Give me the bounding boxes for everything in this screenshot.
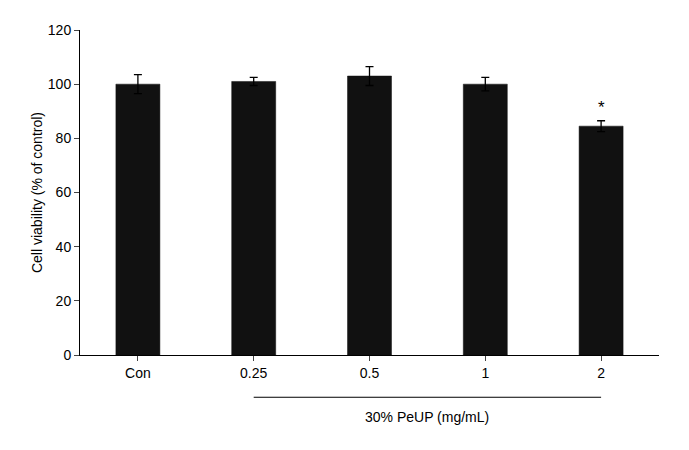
- svg-text:60: 60: [56, 184, 72, 200]
- svg-text:30% PeUP (mg/mL): 30% PeUP (mg/mL): [365, 409, 489, 425]
- svg-text:80: 80: [56, 130, 72, 146]
- svg-text:1: 1: [481, 365, 489, 381]
- svg-text:0.25: 0.25: [240, 365, 267, 381]
- svg-text:0.5: 0.5: [360, 365, 380, 381]
- svg-text:20: 20: [56, 293, 72, 309]
- svg-text:120: 120: [48, 22, 72, 38]
- svg-text:Cell viability (% of control): Cell viability (% of control): [29, 112, 45, 273]
- svg-text:40: 40: [56, 239, 72, 255]
- svg-text:*: *: [598, 98, 605, 117]
- svg-text:0: 0: [63, 347, 71, 363]
- svg-text:Con: Con: [125, 365, 151, 381]
- svg-text:100: 100: [48, 76, 72, 92]
- svg-text:2: 2: [597, 365, 605, 381]
